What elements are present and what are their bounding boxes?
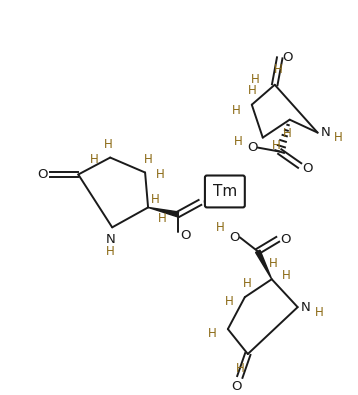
Text: H: H bbox=[216, 221, 224, 234]
Text: H: H bbox=[274, 63, 283, 76]
Text: Tm: Tm bbox=[213, 184, 237, 199]
Text: O: O bbox=[280, 233, 291, 246]
Text: H: H bbox=[224, 295, 233, 308]
Polygon shape bbox=[148, 207, 179, 217]
Text: H: H bbox=[158, 212, 166, 225]
Text: N: N bbox=[321, 126, 330, 139]
Text: N: N bbox=[105, 233, 115, 246]
FancyBboxPatch shape bbox=[205, 175, 245, 207]
Text: H: H bbox=[151, 193, 159, 206]
Text: H: H bbox=[156, 168, 164, 181]
Text: N: N bbox=[301, 301, 310, 314]
Text: H: H bbox=[315, 306, 324, 319]
Text: H: H bbox=[106, 245, 115, 258]
Text: O: O bbox=[203, 196, 213, 209]
Text: H: H bbox=[250, 73, 259, 86]
Text: O: O bbox=[37, 168, 48, 181]
Text: H: H bbox=[283, 127, 292, 140]
Text: O: O bbox=[282, 51, 293, 64]
Text: O: O bbox=[181, 229, 191, 242]
Text: O: O bbox=[229, 231, 240, 244]
Text: O: O bbox=[247, 141, 258, 154]
Text: H: H bbox=[334, 131, 343, 144]
Text: H: H bbox=[272, 139, 281, 152]
Text: H: H bbox=[236, 363, 244, 376]
Text: H: H bbox=[282, 269, 291, 282]
Text: H: H bbox=[247, 84, 256, 97]
Text: H: H bbox=[242, 277, 251, 290]
Text: H: H bbox=[144, 153, 153, 166]
Text: H: H bbox=[233, 135, 242, 148]
Text: O: O bbox=[232, 380, 242, 393]
Text: H: H bbox=[104, 138, 112, 151]
Text: H: H bbox=[269, 257, 278, 270]
Text: H: H bbox=[90, 153, 98, 166]
Polygon shape bbox=[256, 250, 272, 279]
Text: H: H bbox=[208, 327, 216, 340]
Text: O: O bbox=[303, 162, 313, 175]
Text: H: H bbox=[232, 104, 240, 117]
